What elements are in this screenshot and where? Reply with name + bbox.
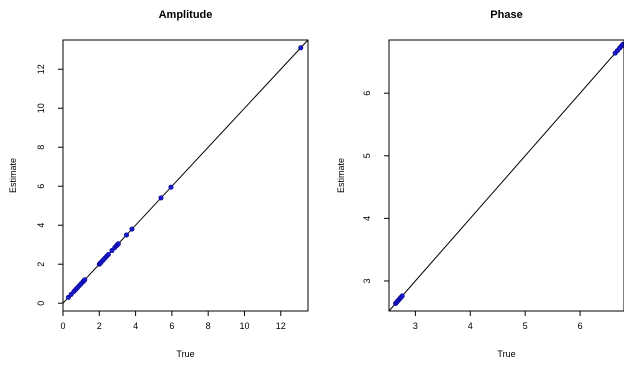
phase-y-axis-label: Estimate xyxy=(336,158,346,193)
amplitude-x-axis-label: True xyxy=(176,349,194,359)
phase-x-tick-label: 3 xyxy=(413,321,418,331)
phase-title: Phase xyxy=(490,9,522,21)
amplitude-y-tick-label: 0 xyxy=(36,301,46,306)
amplitude-data-point xyxy=(298,45,304,51)
phase-x-tick-label: 6 xyxy=(578,321,583,331)
amplitude-x-tick-label: 8 xyxy=(206,321,211,331)
amplitude-x-tick-label: 4 xyxy=(133,321,138,331)
amplitude-x-tick-label: 10 xyxy=(239,321,249,331)
phase-data-point xyxy=(399,293,405,299)
amplitude-panel: Amplitude 0 2 4 6 8 10 12 0 2 4 6 8 10 12 True Estimate xyxy=(8,9,309,359)
amplitude-x-tick-label: 6 xyxy=(169,321,174,331)
phase-plot-frame xyxy=(388,39,624,312)
phase-panel: Phase 3 4 5 6 3 4 5 6 True Estimate xyxy=(336,9,624,359)
amplitude-data-point xyxy=(115,241,121,247)
phase-x-tick-label: 5 xyxy=(523,321,528,331)
amplitude-data-point xyxy=(168,184,174,190)
amplitude-y-axis-label: Estimate xyxy=(8,158,18,193)
amplitude-title: Amplitude xyxy=(159,9,213,21)
phase-x-tick-label: 4 xyxy=(468,321,473,331)
amplitude-data-point xyxy=(82,277,88,283)
amplitude-y-tick-label: 6 xyxy=(36,184,46,189)
phase-data-point xyxy=(620,41,624,47)
amplitude-y-tick-label: 8 xyxy=(36,145,46,150)
amplitude-data-point xyxy=(129,226,135,232)
phase-y-tick-label: 4 xyxy=(362,216,372,221)
amplitude-x-tick-label: 0 xyxy=(60,321,65,331)
amplitude-x-tick-label: 12 xyxy=(276,321,286,331)
amplitude-y-tick-label: 4 xyxy=(36,223,46,228)
amplitude-plot-frame xyxy=(62,39,309,312)
amplitude-data-point xyxy=(158,195,164,201)
phase-x-axis-label: True xyxy=(497,349,515,359)
amplitude-data-point xyxy=(124,232,130,238)
amplitude-data-point xyxy=(105,251,111,257)
phase-identity-line xyxy=(388,42,624,312)
phase-y-tick-label: 3 xyxy=(362,278,372,283)
phase-y-tick-label: 6 xyxy=(362,91,372,96)
amplitude-x-tick-label: 2 xyxy=(97,321,102,331)
amplitude-y-tick-label: 10 xyxy=(36,103,46,113)
amplitude-y-tick-label: 12 xyxy=(36,64,46,74)
phase-y-tick-label: 5 xyxy=(362,153,372,158)
amplitude-y-tick-label: 2 xyxy=(36,262,46,267)
